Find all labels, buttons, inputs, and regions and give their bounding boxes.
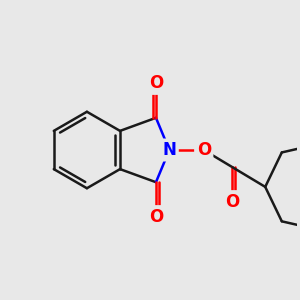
Text: O: O	[149, 74, 163, 92]
Text: O: O	[149, 208, 163, 226]
Text: N: N	[162, 141, 176, 159]
Text: O: O	[196, 141, 211, 159]
Text: O: O	[225, 193, 240, 211]
